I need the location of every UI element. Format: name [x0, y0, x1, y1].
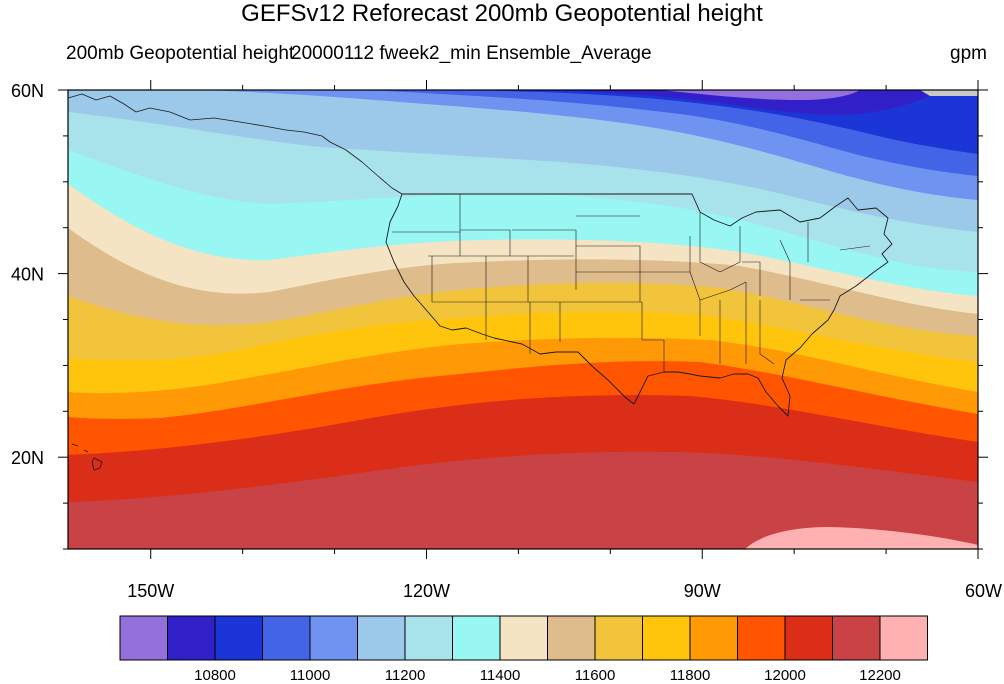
- lat-label: 60N: [11, 81, 44, 101]
- colorbar-swatch: [594, 615, 643, 661]
- state-lines: [392, 194, 871, 372]
- colorbar-swatch: [832, 615, 881, 661]
- colorbar-label: 11600: [575, 667, 616, 684]
- colorbar-swatch: [119, 615, 168, 661]
- colorbar-label: 11200: [385, 667, 426, 684]
- colorbar-label: 11000: [290, 667, 331, 684]
- band-10800: [660, 90, 860, 100]
- colorbar-swatch: [499, 615, 548, 661]
- boundaries: [68, 93, 893, 471]
- colorbar-label: 10800: [194, 667, 236, 684]
- colorbar-swatch: [357, 615, 406, 661]
- colorbar-swatch: [547, 615, 596, 661]
- colorbar-label: 12200: [859, 667, 901, 684]
- colorbar-label: 11800: [670, 667, 711, 684]
- colorbar-swatch: [214, 615, 263, 661]
- colorbar-swatch: [784, 615, 833, 661]
- alaska-coast: [68, 93, 331, 143]
- axis-labels: 60N 40N 20N 150W 120W 90W 60W: [11, 81, 1002, 601]
- band-10900: [560, 90, 940, 115]
- colorbar-label: 11400: [480, 667, 521, 684]
- hawaii: [71, 443, 103, 471]
- subtitle-units: gpm: [950, 43, 987, 64]
- colorbar-swatch: [309, 615, 358, 661]
- colorbar: 10800 11000 11200 11400 11600 11800 12000 12200: [119, 615, 928, 684]
- subtitle-left: 200mb Geopotential height: [66, 43, 295, 64]
- lon-label: 150W: [127, 581, 174, 601]
- axis-ticks: [58, 80, 988, 559]
- lon-label: 60W: [965, 581, 1002, 601]
- lat-label: 40N: [11, 265, 44, 285]
- missing-region-top-right: [920, 90, 978, 96]
- colorbar-swatch: [879, 615, 928, 661]
- subtitle-center: 20000112 fweek2_min Ensemble_Average: [291, 43, 652, 64]
- colorbar-swatch: [689, 615, 738, 661]
- colorbar-swatch: [452, 615, 501, 661]
- colorbar-swatch: [167, 615, 216, 661]
- lon-label: 90W: [684, 581, 721, 601]
- lat-label: 20N: [11, 448, 44, 468]
- chart-title: GEFSv12 Reforecast 200mb Geopotential he…: [241, 0, 763, 27]
- colorbar-swatch: [262, 615, 311, 661]
- canada-coast: [329, 141, 403, 195]
- colorbar-swatch: [737, 615, 786, 661]
- colorbar-swatch: [642, 615, 691, 661]
- us-outline: [385, 193, 893, 417]
- contour-field: [68, 90, 978, 549]
- colorbar-label: 12000: [764, 667, 806, 684]
- colorbar-swatch: [404, 615, 453, 661]
- lon-label: 120W: [403, 581, 450, 601]
